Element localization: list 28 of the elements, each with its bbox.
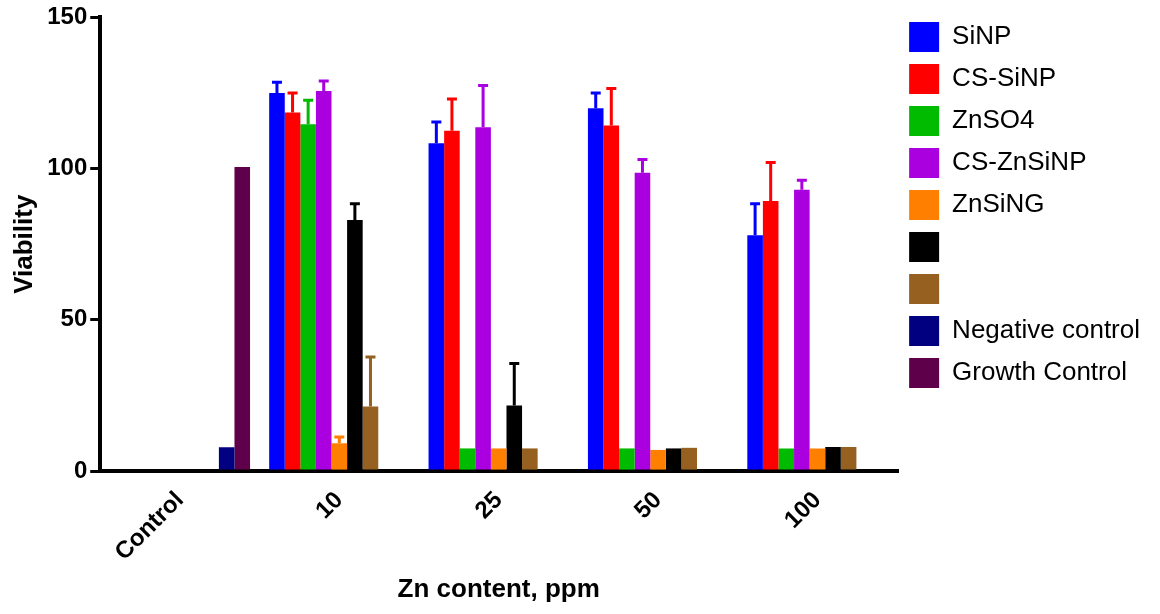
legend-label: CS-ZnSiNP (952, 146, 1087, 177)
y-tick-label: 0 (73, 455, 88, 483)
bar (234, 167, 251, 470)
legend-label: Growth Control (952, 356, 1127, 387)
bar (778, 448, 795, 470)
bar (650, 449, 666, 470)
bar (840, 446, 857, 470)
y-tick-label: 150 (47, 2, 88, 30)
x-tick-label: 10 (309, 485, 348, 524)
bar (490, 448, 507, 470)
bar (809, 448, 826, 470)
bar (619, 448, 635, 470)
x-tick-label: 100 (778, 485, 826, 533)
y-tick-label: 100 (47, 153, 88, 181)
x-tick-label: 25 (468, 485, 507, 524)
y-tick-label: 50 (60, 304, 88, 332)
bar (218, 447, 235, 470)
x-tick-label: 50 (628, 485, 667, 524)
legend-label: CS-SiNP (952, 62, 1057, 93)
x-axis-title: Zn content, ppm (397, 572, 600, 603)
bar (681, 447, 698, 470)
bar (522, 448, 538, 470)
legend-label: SiNP (952, 20, 1012, 51)
legend-label: Negative control (952, 314, 1141, 345)
legend-label: ZnSO4 (952, 104, 1035, 135)
y-axis-title: Viability (7, 194, 38, 294)
legend-label: ZnSiNG (952, 188, 1045, 219)
bar (459, 448, 476, 470)
